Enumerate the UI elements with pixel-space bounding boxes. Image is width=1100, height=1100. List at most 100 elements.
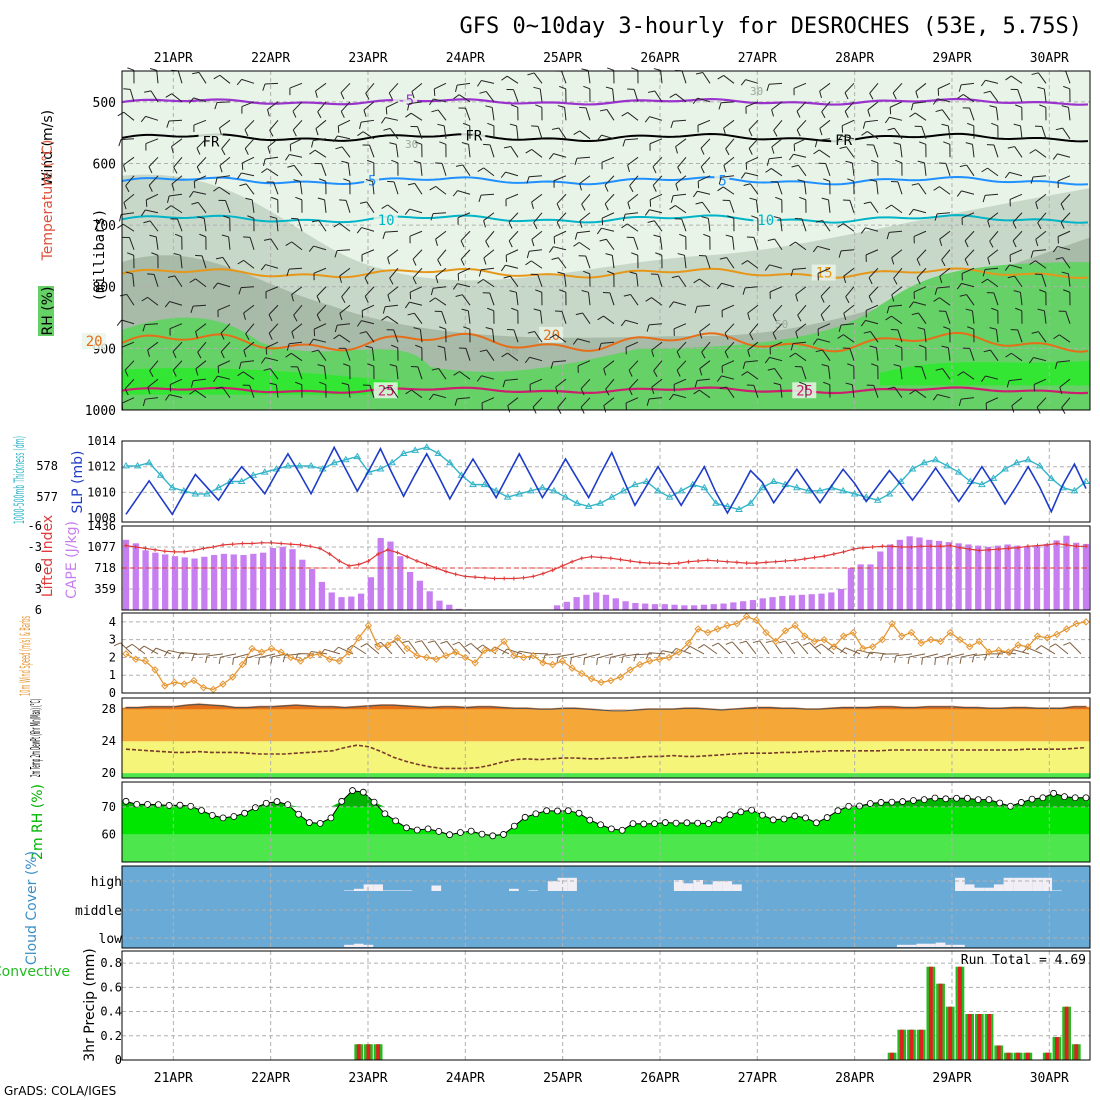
rh2m-tick-label: 60	[102, 827, 116, 841]
wind-barb-flag	[956, 190, 962, 197]
wind-barb-flag	[796, 129, 801, 137]
wind-barb	[588, 292, 591, 306]
wind-barb-flag	[603, 368, 607, 376]
freezing-level-contour	[121, 132, 1089, 143]
cape-bar	[230, 554, 237, 610]
wind-barb-flag	[291, 331, 295, 339]
wind-barb-flag	[526, 251, 530, 259]
wind-barb	[793, 82, 807, 89]
wind-barb	[774, 238, 783, 251]
wind-barb	[721, 175, 735, 178]
wind-barb	[317, 101, 327, 113]
wind-barb-flag	[838, 324, 842, 332]
wind-barb	[987, 278, 999, 288]
cape-bar	[749, 600, 757, 610]
lifted-marker	[579, 556, 584, 561]
x-tick-label-bottom: 25APR	[543, 1071, 582, 1086]
wind-barb	[612, 88, 615, 102]
wind-barb-flag	[718, 102, 722, 110]
wind-barb	[625, 397, 639, 404]
rh2m-marker	[122, 797, 130, 805]
wind-barb	[633, 237, 639, 250]
cape-bar	[661, 604, 668, 610]
thickness-marker	[260, 468, 269, 475]
wind-barb	[291, 286, 303, 295]
wind-barb-flag	[893, 277, 898, 285]
wind-barb	[841, 323, 855, 326]
thickness-marker	[700, 483, 709, 491]
wind-barb-flag	[676, 351, 681, 359]
wind-barb	[412, 249, 423, 260]
wind-barb-flag	[117, 111, 125, 117]
wind-barb	[657, 274, 663, 287]
wind-barb-flag	[356, 227, 362, 234]
wind-barb-flag	[460, 259, 465, 266]
wind-barb-flag	[556, 203, 561, 211]
wind-barb	[699, 323, 711, 333]
wind10-marker	[519, 653, 528, 662]
temp-contour-15	[121, 267, 1089, 279]
wind-barb-flag	[124, 369, 129, 377]
thickness-marker	[769, 477, 778, 484]
wind-barb-flag	[363, 109, 367, 117]
wind-barb-flag	[356, 320, 362, 327]
wind-barb	[324, 199, 327, 213]
wind-barb	[411, 82, 423, 92]
wind-barb-flag	[485, 327, 493, 330]
wind-barb-flag	[215, 177, 218, 185]
wind10-marker	[791, 621, 799, 630]
wind-barb	[172, 360, 183, 371]
precip-panel: 0.80.60.40.20	[100, 950, 1091, 1067]
temp-contour-5	[121, 175, 1089, 186]
wind-barb-flag	[934, 213, 938, 221]
wind10-marker	[771, 637, 780, 646]
wind-barb	[1057, 245, 1071, 251]
rh2m-marker	[845, 802, 853, 810]
wind-barb	[1037, 212, 1047, 224]
thickness-marker	[642, 477, 651, 484]
cloud-tick-label: low	[99, 932, 123, 947]
wind-barb	[941, 109, 951, 121]
wind-barb-flag	[464, 642, 472, 648]
wind-barb	[388, 82, 399, 94]
wind-barb-flag	[909, 389, 916, 395]
wind-barb-flag	[886, 306, 890, 314]
wind-barb	[597, 653, 614, 659]
wind-barb-flag	[526, 176, 530, 184]
wind-barb	[819, 82, 831, 92]
cloud-bar-low	[353, 943, 364, 947]
wind10-marker	[878, 635, 887, 644]
wind10-marker	[946, 628, 954, 637]
wind-barb	[396, 366, 399, 380]
wind-barb-flag	[1052, 153, 1058, 160]
wind-barb	[961, 82, 975, 86]
wind-barb	[577, 338, 591, 343]
rh2m-marker	[241, 809, 249, 817]
wind-barb	[483, 278, 495, 288]
wind-barb	[529, 378, 543, 385]
lifted-index-line	[125, 542, 1086, 580]
wind-barb	[317, 349, 327, 361]
wind-barb	[292, 119, 303, 131]
wind-barb-flag	[260, 264, 266, 271]
wind-barb-flag	[437, 345, 445, 349]
wind-barb-flag	[500, 264, 506, 272]
wind-barb-flag	[407, 182, 415, 186]
wind-barb-flag	[509, 290, 517, 293]
wind-barb-flag	[933, 297, 940, 302]
wind-barb-flag	[315, 128, 319, 136]
wind-barb-flag	[692, 190, 698, 198]
wind-barb	[729, 200, 735, 213]
wind-barb	[313, 338, 327, 343]
wind-barb	[721, 304, 735, 311]
wind-barb-flag	[1063, 289, 1070, 293]
thickness-marker	[978, 480, 986, 488]
rh2m-marker	[834, 807, 842, 815]
rh2m-marker	[607, 825, 615, 833]
wind-barb	[553, 360, 567, 363]
wind-barb-flag	[725, 148, 730, 156]
wind-barb	[365, 83, 375, 94]
x-tick-label-top: 30APR	[1030, 51, 1069, 66]
wind-barb-flag	[440, 640, 448, 644]
wind-barb	[433, 393, 447, 399]
